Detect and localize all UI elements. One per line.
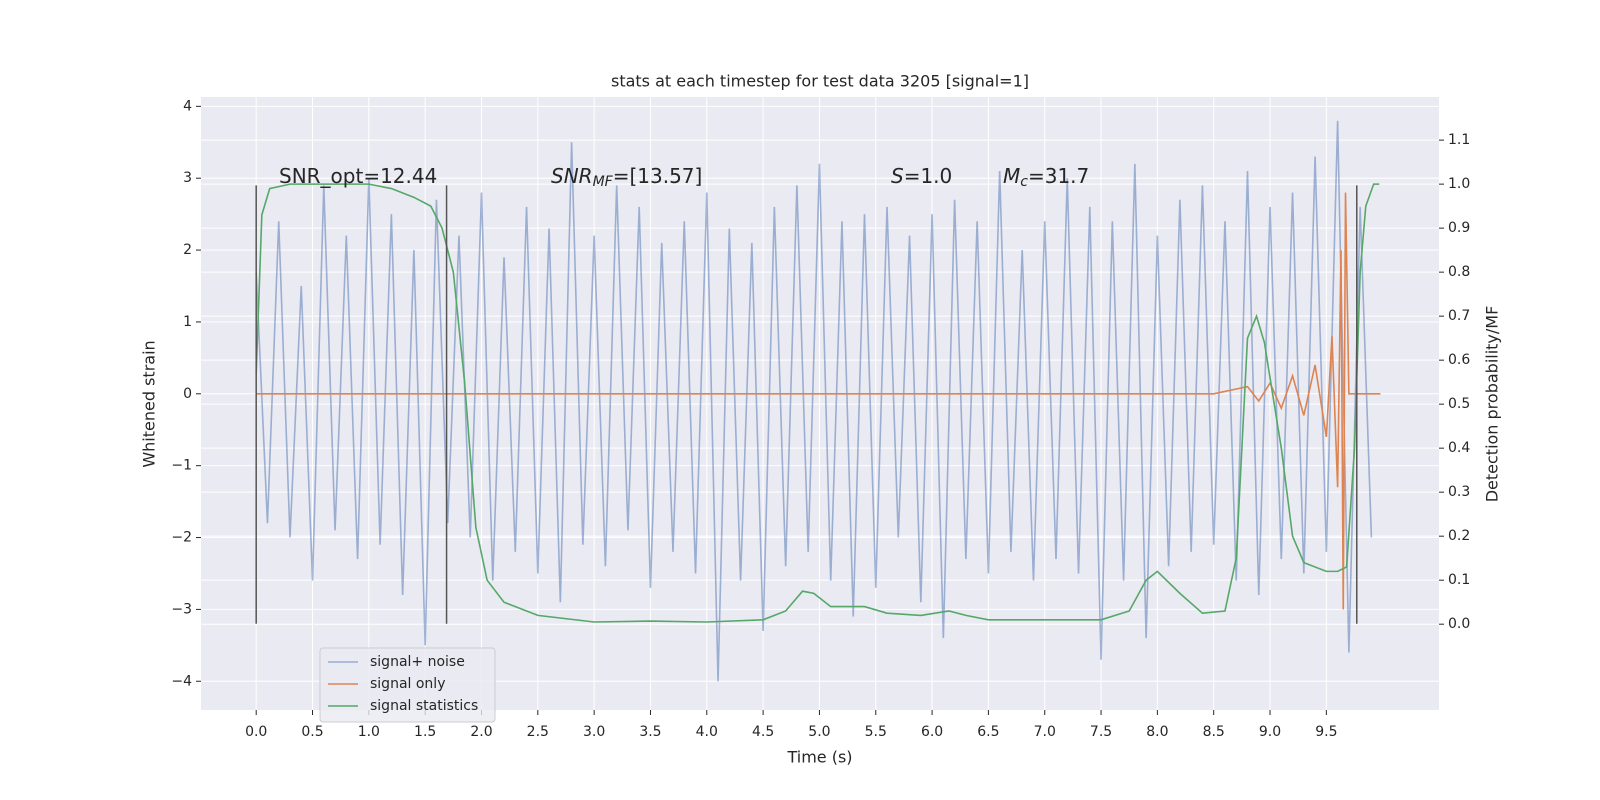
y-tick-label: −4 (171, 673, 192, 689)
x-tick-label: 2.0 (470, 724, 492, 740)
series-line (255, 120, 1373, 682)
y2-tick-label: 0.4 (1448, 440, 1470, 456)
x-tick-label: 3.0 (583, 724, 605, 740)
legend-label: signal only (370, 676, 445, 692)
y2-tick-label: 0.7 (1448, 308, 1470, 324)
chart-title: stats at each timestep for test data 320… (611, 72, 1029, 91)
legend-label: signal+ noise (370, 654, 465, 670)
annotation-subscript: MF (593, 174, 614, 190)
x-tick-label: 9.0 (1259, 724, 1281, 740)
annotation-symbol: S (891, 164, 904, 188)
y-tick-label: −1 (171, 458, 192, 474)
y-tick-label: 1 (183, 314, 192, 330)
x-tick-label: 0.0 (245, 724, 267, 740)
x-tick-label: 9.5 (1315, 724, 1337, 740)
y-tick-label: 4 (183, 98, 192, 114)
x-tick-label: 2.5 (527, 724, 549, 740)
x-tick-label: 5.0 (808, 724, 830, 740)
series-line (255, 183, 1380, 623)
y2-tick-label: 0.0 (1448, 616, 1470, 632)
legend-label: signal statistics (370, 698, 478, 714)
annotation: S=1.0 (891, 164, 952, 188)
x-tick-label: 6.0 (921, 724, 943, 740)
y2-tick-label: 0.6 (1448, 352, 1470, 368)
annotation-symbol: M (1003, 164, 1020, 188)
y-tick-label: 0 (183, 386, 192, 402)
y2-tick-label: 1.0 (1448, 176, 1470, 192)
annotation: Mc=31.7 (1003, 164, 1089, 191)
x-tick-label: 6.5 (977, 724, 999, 740)
annotation: SNR_opt=12.44 (279, 164, 437, 188)
annotation-symbol: SNR (551, 164, 593, 188)
x-axis-label: Time (s) (786, 748, 852, 767)
x-tick-label: 5.5 (865, 724, 887, 740)
y2-tick-label: 0.3 (1448, 484, 1470, 500)
y2-tick-label: 0.2 (1448, 528, 1470, 544)
y2-tick-label: 0.9 (1448, 220, 1470, 236)
y-tick-label: −3 (171, 601, 192, 617)
x-tick-label: 4.5 (752, 724, 774, 740)
y2-tick-label: 1.1 (1448, 132, 1470, 148)
x-tick-label: 3.5 (639, 724, 661, 740)
x-tick-label: 1.0 (358, 724, 380, 740)
x-tick-label: 1.5 (414, 724, 436, 740)
x-tick-label: 0.5 (301, 724, 323, 740)
y2-tick-label: 0.5 (1448, 396, 1470, 412)
x-tick-label: 8.5 (1203, 724, 1225, 740)
x-tick-label: 7.0 (1034, 724, 1056, 740)
y-tick-label: −2 (171, 530, 192, 546)
annotation: SNRMF=[13.57] (551, 164, 702, 191)
annotation-text: SNR_opt=12.44 (279, 164, 437, 188)
x-tick-label: 7.5 (1090, 724, 1112, 740)
annotation-text: =[13.57] (613, 164, 703, 188)
y2-tick-label: 0.8 (1448, 264, 1470, 280)
y2-axis-label: Detection probability/MF (1483, 306, 1502, 503)
y-tick-label: 3 (183, 170, 192, 186)
x-tick-label: 4.0 (696, 724, 718, 740)
legend-box (319, 647, 496, 723)
series-line (256, 192, 1381, 610)
x-tick-label: 8.0 (1146, 724, 1168, 740)
annotation-text: =1.0 (904, 164, 953, 188)
y2-tick-label: 0.1 (1448, 572, 1470, 588)
y-axis-label: Whitened strain (140, 340, 159, 467)
y-tick-label: 2 (183, 242, 192, 258)
annotation-text: =31.7 (1028, 164, 1089, 188)
annotation-subscript: c (1020, 174, 1028, 190)
